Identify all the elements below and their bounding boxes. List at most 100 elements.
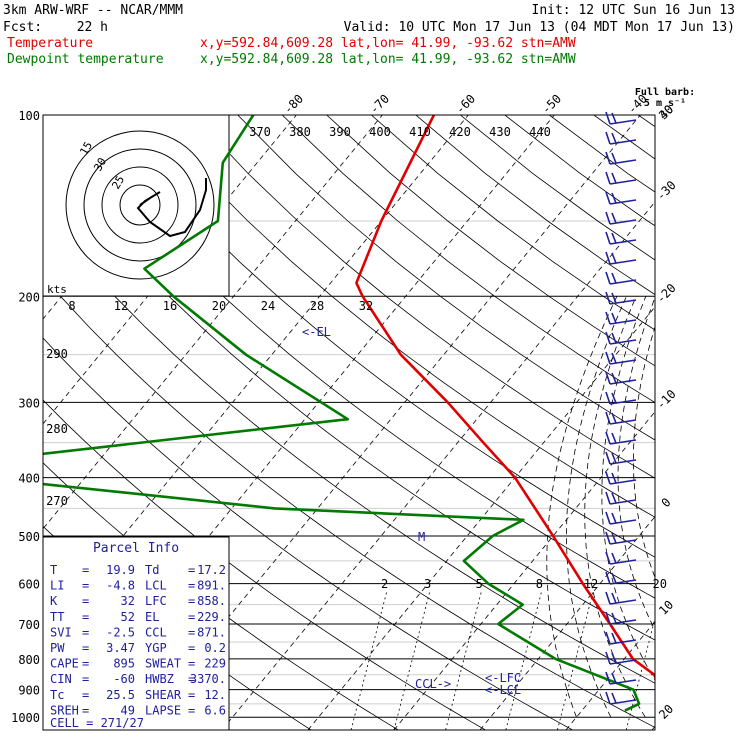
parcel-eq: =: [188, 657, 195, 671]
barb-flag: [611, 492, 617, 504]
dry-adiabat: [43, 399, 486, 730]
lfc-label: <-LFC: [485, 671, 521, 685]
hodograph-unit-label: kts: [47, 283, 67, 296]
parcel-eq: =: [188, 703, 195, 717]
hodograph-trace: [136, 178, 207, 238]
parcel-info-title: Parcel Info: [93, 541, 179, 556]
plot-border: [42, 114, 656, 731]
parcel-value: 229: [204, 657, 226, 671]
parcel-key: CIN: [50, 672, 72, 686]
parcel-value: 858.: [197, 594, 226, 608]
dry-adiabat: [192, 115, 655, 479]
barb-legend-line2: 5 m s⁻¹: [644, 98, 686, 109]
barb-shaft: [609, 639, 637, 645]
wind-barb: [605, 171, 637, 185]
parcel-key: CAPE: [50, 657, 79, 671]
barb-shaft: [609, 319, 637, 325]
isotherm-line: [0, 115, 38, 730]
barb-flag: [605, 571, 611, 585]
parcel-key: T: [50, 563, 57, 577]
parcel-eq: =: [82, 657, 89, 671]
barb-flag: [611, 672, 617, 684]
barb-shaft: [609, 119, 637, 125]
parcel-value: 3370.: [190, 672, 226, 686]
barb-flag: [611, 392, 617, 404]
dry-adiabat: [638, 115, 655, 128]
barb-shaft: [609, 299, 637, 305]
barb-shaft: [609, 679, 637, 685]
barb-flag: [611, 592, 617, 604]
parcel-value: 3.47: [106, 641, 135, 655]
barb-flag: [611, 332, 617, 344]
parcel-eq: =: [82, 563, 89, 577]
mixing-ratio-label: 2: [381, 577, 388, 591]
dry-adiabat: [43, 275, 655, 728]
barb-legend-line1: Full barb:: [635, 87, 695, 98]
wind-barb: [605, 571, 637, 585]
dewpoint-profile: [43, 115, 641, 712]
mixing-ratio-line: [393, 592, 430, 730]
barb-flag: [605, 251, 611, 265]
parcel-value: 12.: [204, 688, 226, 702]
wind-barb: [605, 511, 637, 525]
speed-axis-label: 28: [310, 299, 324, 313]
wind-barb: [605, 191, 637, 205]
parcel-value: 17.2: [197, 563, 226, 577]
lcl-label: <-LCL: [485, 683, 521, 697]
parcel-key: LI: [50, 579, 64, 593]
ccl-label: CCL->: [415, 677, 451, 691]
barb-flag: [605, 311, 611, 325]
barb-shaft: [609, 199, 637, 205]
isotherm-line: [393, 411, 655, 730]
barb-flag: [611, 252, 617, 264]
barb-shaft: [609, 259, 637, 265]
wind-barb: [605, 231, 637, 245]
temperature-tick-label: 20: [656, 702, 676, 722]
parcel-eq: =: [82, 641, 89, 655]
temperature-tick-label: -60: [453, 92, 478, 117]
wind-barbs: [605, 111, 637, 705]
isotherm-line: [43, 115, 469, 635]
hodograph-ring-label: 15: [77, 140, 95, 158]
wind-barb: [605, 611, 637, 625]
barb-shaft: [609, 159, 637, 165]
theta-label: 380: [289, 125, 311, 139]
barb-flag: [605, 471, 611, 485]
parcel-eq: =: [82, 703, 89, 717]
barb-flag: [611, 312, 617, 324]
hodograph-ring: [119, 184, 161, 226]
barb-shaft: [609, 579, 637, 585]
wind-barb: [605, 371, 637, 385]
barb-flag: [605, 531, 611, 545]
el-label: <-EL: [302, 325, 331, 339]
pressure-tick-label: 500: [18, 530, 40, 544]
barb-shaft: [609, 499, 637, 505]
barb-flag: [605, 291, 611, 305]
moist-adiabat: [632, 325, 655, 579]
barb-flag: [611, 532, 617, 544]
dry-adiabat: [460, 115, 655, 261]
wind-barb: [605, 111, 637, 125]
pressure-tick-label: 100: [18, 109, 40, 123]
parcel-key: HWBZ: [145, 672, 174, 686]
barb-flag: [611, 612, 617, 624]
parcel-value: 49: [121, 703, 135, 717]
dry-adiabat: [103, 115, 655, 558]
temperature-tick-label: -10: [654, 387, 679, 412]
wind-barb: [605, 651, 637, 665]
parcel-value: 871.: [197, 625, 226, 639]
temperature-tick-label: -80: [281, 92, 306, 117]
wind-barb: [605, 431, 637, 445]
barb-flag: [605, 351, 611, 365]
dry-adiabat: [43, 152, 655, 641]
hodograph-frame: [42, 114, 230, 297]
parcel-value: 25.5: [106, 688, 135, 702]
theta-label: 280: [46, 422, 68, 436]
parcel-value: 19.9: [106, 563, 135, 577]
wind-barb: [605, 331, 637, 345]
barb-flag: [605, 671, 611, 685]
wind-barb: [605, 471, 637, 485]
barb-flag: [605, 331, 611, 345]
hodograph-ring-label: 30: [91, 156, 109, 174]
